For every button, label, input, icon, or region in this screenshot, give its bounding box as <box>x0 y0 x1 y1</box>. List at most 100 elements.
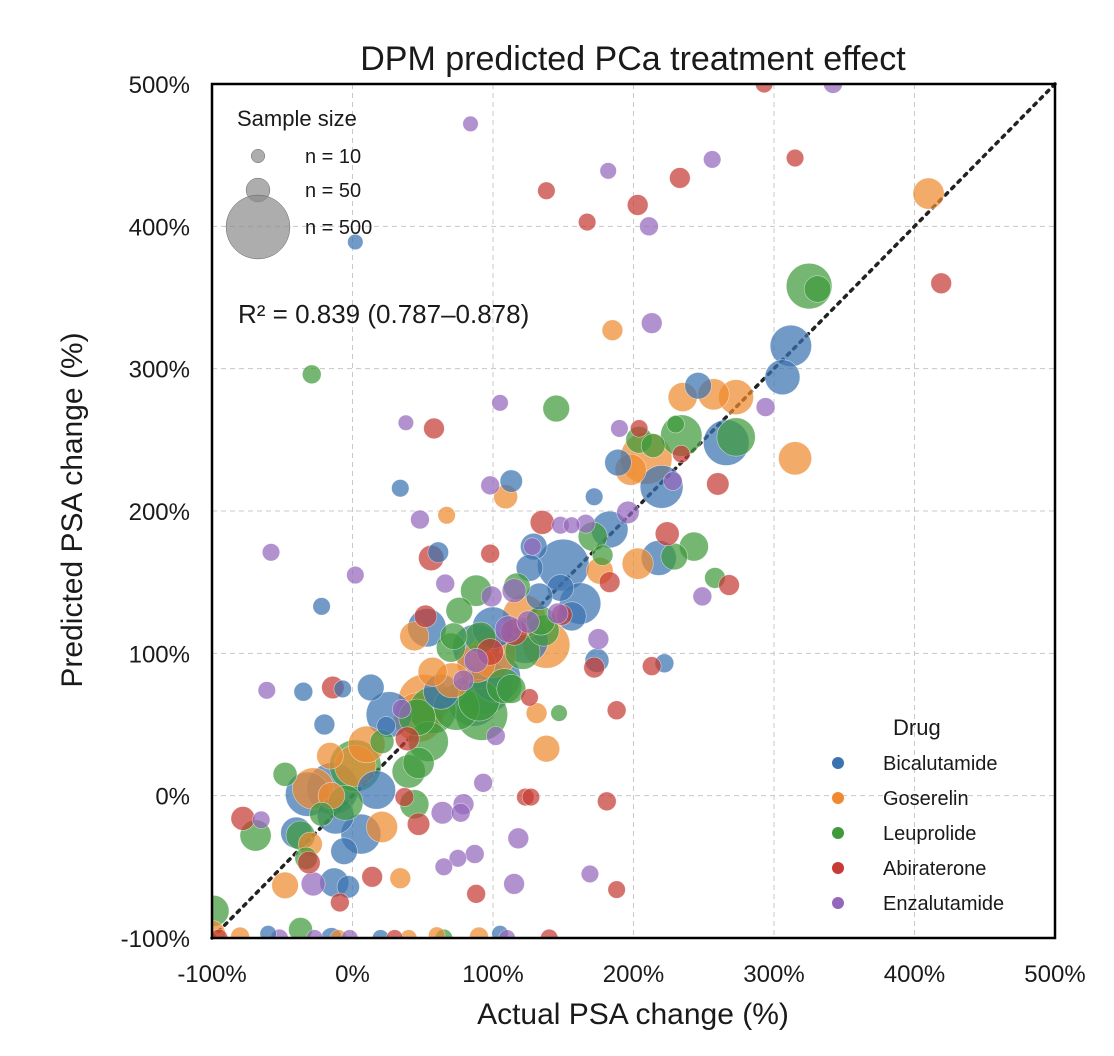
point-abiraterone <box>627 194 649 216</box>
point-bicalutamide <box>764 359 801 396</box>
point-enzalutamide <box>300 871 326 897</box>
y-tick-label: 100% <box>129 641 190 668</box>
x-tick-label: 300% <box>743 961 804 988</box>
point-leuprolide <box>660 542 688 571</box>
point-goserelin <box>400 929 418 938</box>
point-leuprolide <box>591 544 614 566</box>
point-abiraterone <box>654 521 680 547</box>
point-abiraterone <box>578 213 597 232</box>
point-abiraterone <box>414 604 438 628</box>
point-abiraterone <box>297 851 321 875</box>
point-enzalutamide <box>639 216 659 237</box>
point-goserelin <box>532 735 561 763</box>
point-abiraterone <box>630 419 649 438</box>
point-bicalutamide <box>376 716 396 736</box>
point-goserelin <box>778 441 812 476</box>
point-bicalutamide <box>357 673 385 702</box>
plot-frame <box>210 82 1057 940</box>
point-enzalutamide <box>587 628 610 650</box>
point-abiraterone <box>607 880 626 899</box>
size-legend-label: n = 500 <box>305 217 372 239</box>
point-bicalutamide <box>604 448 632 477</box>
y-tick-label: 300% <box>129 357 190 384</box>
point-enzalutamide <box>397 414 414 431</box>
point-enzalutamide <box>546 602 569 625</box>
x-tick-labels: -100% 0% 100% 200% 300% 400% 500% <box>177 961 1085 988</box>
point-enzalutamide <box>498 929 516 938</box>
point-goserelin <box>437 506 456 525</box>
point-abiraterone <box>212 928 229 938</box>
point-goserelin <box>621 547 654 580</box>
point-enzalutamide <box>641 312 663 334</box>
drug-legend-marker <box>832 862 844 874</box>
point-bicalutamide <box>330 837 358 865</box>
point-enzalutamide <box>703 150 722 169</box>
size-legend-label: n = 50 <box>305 180 361 202</box>
point-enzalutamide <box>823 84 843 94</box>
point-abiraterone <box>786 148 805 168</box>
y-tick-label: -100% <box>121 926 190 953</box>
point-enzalutamide <box>523 537 542 556</box>
point-goserelin <box>428 926 446 938</box>
y-tick-label: 500% <box>129 72 190 99</box>
point-goserelin <box>271 871 299 899</box>
point-enzalutamide <box>491 394 509 412</box>
point-bicalutamide <box>259 925 277 938</box>
drug-legend-label: Leuprolide <box>883 823 976 845</box>
point-abiraterone <box>930 272 952 294</box>
point-enzalutamide <box>480 585 503 608</box>
size-legend-marker <box>250 148 266 164</box>
point-leuprolide <box>272 762 298 787</box>
y-tick-labels: -100% 0% 100% 200% 300% 400% 500% <box>121 72 190 953</box>
point-abiraterone <box>330 892 350 913</box>
point-bicalutamide <box>372 929 390 938</box>
point-leuprolide <box>716 417 756 457</box>
point-enzalutamide <box>391 699 412 719</box>
point-abiraterone <box>386 929 404 938</box>
point-enzalutamide <box>480 475 500 496</box>
point-bicalutamide <box>585 487 604 506</box>
y-axis-label: Predicted PSA change (%) <box>56 332 89 687</box>
data-points <box>212 84 952 938</box>
point-leuprolide <box>440 622 468 650</box>
size-legend-marker <box>225 194 291 260</box>
x-axis-label: Actual PSA change (%) <box>477 998 789 1031</box>
point-abiraterone <box>672 445 691 464</box>
point-abiraterone <box>361 866 383 888</box>
point-leuprolide <box>288 917 313 938</box>
point-leuprolide <box>542 394 570 423</box>
drug-legend-label: Abiraterone <box>883 858 986 880</box>
point-abiraterone <box>583 656 605 679</box>
point-enzalutamide <box>346 566 365 585</box>
point-goserelin <box>399 621 430 652</box>
point-bicalutamide <box>684 372 712 400</box>
point-abiraterone <box>394 787 415 807</box>
point-enzalutamide <box>610 419 629 438</box>
point-abiraterone <box>606 700 627 720</box>
point-leuprolide <box>445 597 473 625</box>
point-abiraterone <box>466 884 486 904</box>
point-leuprolide <box>309 801 334 827</box>
point-abiraterone <box>540 928 559 938</box>
point-leuprolide <box>640 433 666 458</box>
point-enzalutamide <box>462 115 479 132</box>
point-enzalutamide <box>503 873 525 895</box>
x-tick-label: 0% <box>335 961 370 988</box>
point-bicalutamide <box>769 324 812 367</box>
point-enzalutamide <box>410 509 430 530</box>
point-goserelin <box>316 742 344 770</box>
x-tick-label: 100% <box>462 961 523 988</box>
point-enzalutamide <box>435 573 455 594</box>
point-enzalutamide <box>616 500 640 524</box>
drug-legend-marker <box>832 897 844 909</box>
drug-legend-title: Drug <box>893 715 941 740</box>
point-enzalutamide <box>465 844 485 864</box>
point-goserelin <box>469 926 489 938</box>
point-enzalutamide <box>563 516 581 534</box>
r-squared-annotation: R² = 0.839 (0.787–0.878) <box>238 299 529 329</box>
point-leuprolide <box>550 704 568 722</box>
y-tick-label: 400% <box>129 214 190 241</box>
point-abiraterone <box>706 472 730 496</box>
point-abiraterone <box>407 812 431 836</box>
